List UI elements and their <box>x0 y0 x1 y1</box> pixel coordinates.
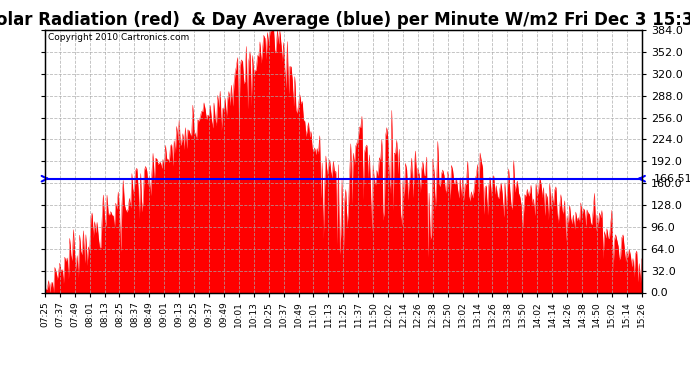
Text: Copyright 2010 Cartronics.com: Copyright 2010 Cartronics.com <box>48 33 189 42</box>
Text: 166.51: 166.51 <box>653 174 690 184</box>
Text: Solar Radiation (red)  & Day Average (blue) per Minute W/m2 Fri Dec 3 15:39: Solar Radiation (red) & Day Average (blu… <box>0 11 690 29</box>
